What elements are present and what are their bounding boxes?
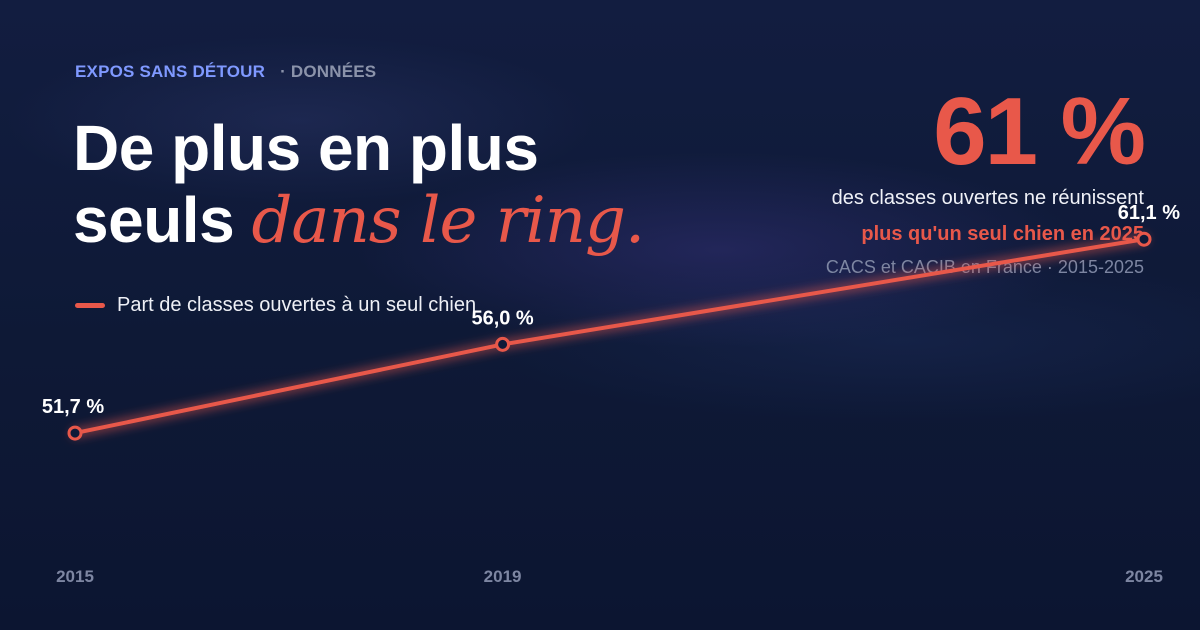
data-label: 51,7 % bbox=[42, 396, 104, 418]
series-line-glow bbox=[70, 234, 1149, 438]
headline-line2-plain: seuls bbox=[73, 184, 235, 256]
headline: De plus en plus seuls dans le ring. bbox=[73, 112, 645, 258]
stat-line1: des classes ouvertes ne réunissent bbox=[831, 187, 1144, 209]
headline-line2-accent: dans le ring. bbox=[251, 184, 645, 258]
data-point bbox=[1136, 231, 1152, 247]
legend-swatch bbox=[75, 303, 105, 308]
chart-legend: Part de classes ouvertes à un seul chien bbox=[75, 294, 476, 317]
brand-label: EXPOS SANS DÉTOUR bbox=[75, 62, 266, 81]
data-point bbox=[495, 336, 511, 352]
x-tick-label: 2025 bbox=[1125, 567, 1163, 586]
legend-label: Part de classes ouvertes à un seul chien bbox=[117, 294, 477, 316]
headline-line1: De plus en plus bbox=[73, 112, 539, 184]
x-tick-label: 2015 bbox=[56, 567, 94, 586]
section-label: · DONNÉES bbox=[280, 62, 377, 81]
stat-line2: plus qu'un seul chien en 2025 bbox=[861, 223, 1144, 245]
data-label: 61,1 % bbox=[1118, 202, 1180, 224]
stat-value: 61 % bbox=[933, 78, 1146, 185]
data-point bbox=[67, 425, 83, 441]
data-label: 56,0 % bbox=[471, 307, 533, 329]
highlight-stat: 61 % des classes ouvertes ne réunissent … bbox=[826, 78, 1146, 280]
x-tick-label: 2019 bbox=[484, 567, 522, 586]
kicker: EXPOS SANS DÉTOUR · DONNÉES bbox=[75, 62, 376, 82]
